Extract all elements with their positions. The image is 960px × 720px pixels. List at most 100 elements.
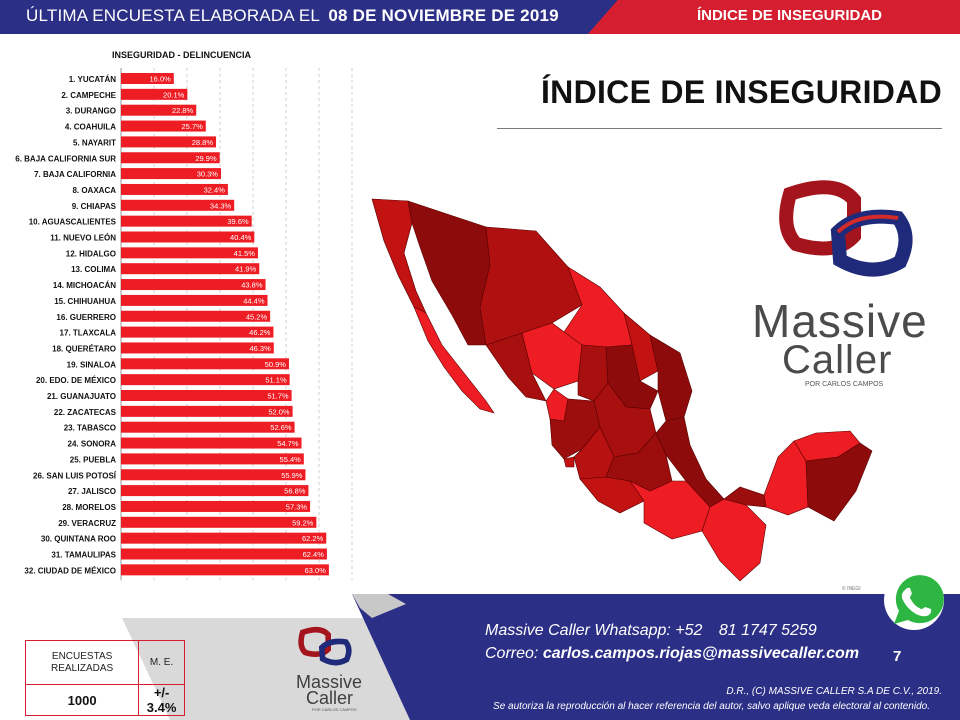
- bar: [121, 104, 197, 116]
- category-label: 5. NAYARIT: [73, 138, 116, 147]
- whatsapp-number[interactable]: 81 1747 5259: [718, 622, 817, 639]
- data-label: 46.3%: [250, 344, 272, 353]
- top-banner-accent: [588, 0, 960, 34]
- category-label: 18. QUERÉTARO: [52, 344, 116, 353]
- data-label: 63.0%: [305, 566, 327, 575]
- whatsapp-label: Massive Caller Whatsapp: +52: [485, 622, 703, 639]
- category-label: 1. YUCATÁN: [69, 75, 116, 84]
- bar: [121, 390, 292, 401]
- bar: [121, 453, 304, 465]
- mexico-map-states: [371, 198, 873, 582]
- bar: [121, 342, 274, 354]
- bar: [121, 152, 220, 164]
- data-label: 62.4%: [303, 550, 325, 559]
- logo-word-caller: Caller: [782, 338, 893, 382]
- data-label: 29.9%: [195, 154, 217, 163]
- survey-stats-table: ENCUESTAS REALIZADAS M. E. 1000 +/- 3.4%: [24, 640, 185, 716]
- bar: [121, 168, 221, 180]
- whatsapp-icon[interactable]: [880, 568, 948, 636]
- footer-logo-icon: [298, 626, 352, 666]
- bar: [121, 326, 274, 338]
- bar: [121, 231, 255, 243]
- bar: [121, 500, 311, 512]
- bar: [121, 120, 206, 132]
- data-label: 46.2%: [249, 328, 271, 337]
- data-label: 39.6%: [227, 217, 249, 226]
- category-label: 19. SINALOA: [67, 360, 117, 369]
- bar: [121, 564, 329, 576]
- bar: [121, 279, 266, 291]
- category-label: 16. GUERRERO: [56, 313, 116, 322]
- category-label: 15. CHIHUAHUA: [54, 297, 116, 306]
- category-label: 4. COAHUILA: [65, 123, 116, 132]
- title-divider: [497, 128, 942, 129]
- category-label: 8. OAXACA: [72, 186, 116, 195]
- data-label: 28.8%: [192, 138, 214, 147]
- mail-label: Correo:: [485, 645, 539, 662]
- data-label: 40.4%: [230, 233, 252, 242]
- data-label: 56.8%: [284, 487, 306, 496]
- bar: [121, 532, 327, 544]
- data-label: 55.9%: [281, 471, 303, 480]
- rights-notice: D.R., (C) MASSIVE CALLER S.A DE C.V., 20…: [726, 686, 942, 697]
- footer-navy-panel: [352, 594, 960, 720]
- survey-date: 08 DE NOVIEMBRE DE 2019: [328, 6, 559, 25]
- data-label: 16.0%: [150, 75, 172, 84]
- map-sonora: [407, 200, 491, 346]
- data-label: 55.4%: [280, 455, 302, 464]
- category-label: 29. VERACRUZ: [58, 519, 116, 528]
- bar: [121, 516, 317, 528]
- bar: [121, 469, 306, 481]
- mexico-map: [371, 198, 873, 582]
- data-label: 30.3%: [197, 170, 219, 179]
- data-label: 44.4%: [243, 296, 265, 305]
- data-label: 57.3%: [286, 502, 308, 511]
- map-credit: © INEGI: [842, 586, 861, 592]
- data-label: 25.7%: [182, 122, 204, 131]
- rights-disclaimer: Se autoriza la reproducción al hacer ref…: [493, 701, 930, 712]
- bar: [121, 310, 271, 322]
- massive-caller-logo-icon: [779, 180, 913, 277]
- stats-header-surveys: ENCUESTAS REALIZADAS: [24, 640, 140, 685]
- mail-link[interactable]: carlos.campos.riojas@massivecaller.com: [542, 645, 860, 662]
- category-label: 21. GUANAJUATO: [47, 392, 116, 401]
- category-label: 13. COLIMA: [71, 265, 116, 274]
- category-label: 6. BAJA CALIFORNIA SUR: [15, 154, 116, 163]
- category-label: 30. QUINTANA ROO: [41, 535, 116, 544]
- footer-logo-word-caller: Caller: [306, 688, 354, 708]
- bar: [121, 136, 217, 148]
- section-title: ÍNDICE DE INSEGURIDAD: [696, 7, 882, 24]
- data-label: 41.9%: [235, 265, 257, 274]
- category-label: 26. SAN LUIS POTOSÍ: [33, 471, 117, 480]
- stats-value-surveys: 1000: [24, 684, 140, 716]
- category-label: 2. CAMPECHE: [61, 91, 116, 100]
- bar: [121, 548, 327, 560]
- map-colima: [563, 456, 575, 468]
- footer-logo-tagline: POR CARLOS CAMPOS: [312, 707, 357, 712]
- bar: [121, 215, 252, 227]
- survey-date-line: ÚLTIMA ENCUESTA ELABORADA EL 08 DE NOVIE…: [26, 6, 559, 26]
- bar: [121, 437, 302, 449]
- category-label: 7. BAJA CALIFORNIA: [34, 170, 116, 179]
- data-label: 43.8%: [241, 281, 263, 290]
- map-tamaulipas: [649, 334, 693, 422]
- category-label: 9. CHIAPAS: [72, 202, 117, 211]
- bar: [121, 485, 309, 497]
- category-label: 32. CIUDAD DE MÉXICO: [24, 566, 116, 575]
- category-label: 28. MORELOS: [62, 503, 116, 512]
- category-label: 11. NUEVO LEÓN: [50, 234, 116, 243]
- category-label: 22. ZACATECAS: [54, 408, 117, 417]
- survey-date-prefix: ÚLTIMA ENCUESTA ELABORADA EL: [26, 6, 320, 25]
- whatsapp-line: Massive Caller Whatsapp: +52 81 1747 525…: [485, 622, 817, 640]
- map-baja-california-sur: [413, 306, 495, 414]
- data-label: 52.6%: [270, 423, 292, 432]
- data-label: 62.2%: [302, 534, 324, 543]
- data-label: 20.1%: [163, 90, 185, 99]
- data-label: 45.2%: [246, 312, 268, 321]
- bar: [121, 199, 235, 211]
- category-label: 25. PUEBLA: [70, 455, 116, 464]
- logo-word-massive: Massive: [752, 295, 928, 347]
- category-label: 24. SONORA: [68, 440, 117, 449]
- bar: [121, 421, 295, 433]
- data-label: 51.7%: [267, 392, 289, 401]
